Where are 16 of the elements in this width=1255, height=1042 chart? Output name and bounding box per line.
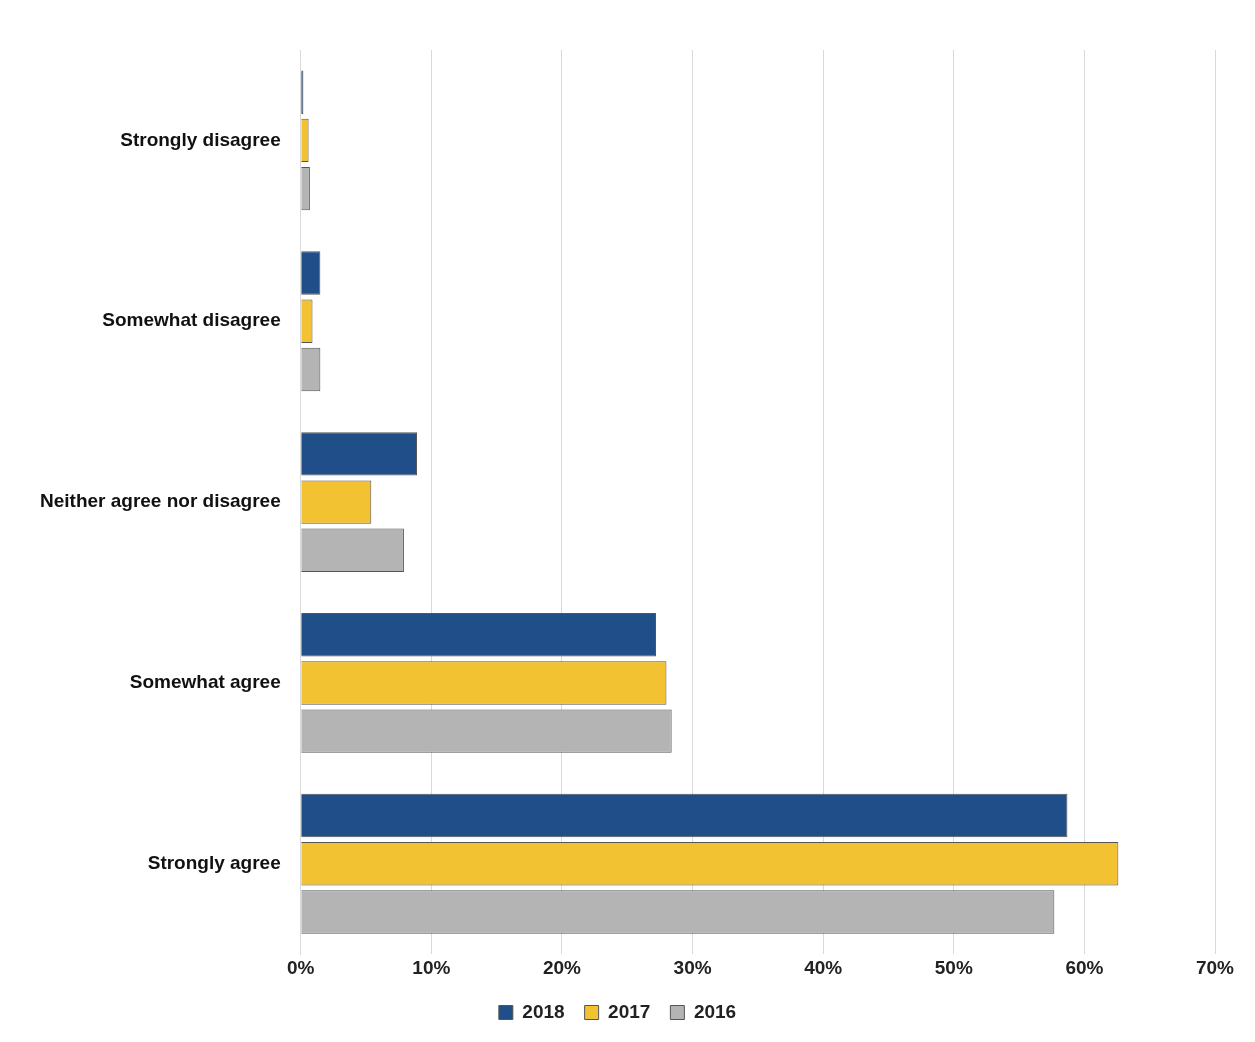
y-tick-label: Neither agree nor disagree bbox=[39, 490, 281, 512]
y-tick-label: Strongly disagree bbox=[120, 128, 281, 150]
y-tick-label: Somewhat agree bbox=[129, 671, 281, 693]
legend-label: 2018 bbox=[522, 1000, 565, 1022]
x-tick-label: 20% bbox=[542, 956, 582, 978]
x-tick-label: 60% bbox=[1065, 956, 1104, 978]
y-tick-label: Somewhat disagree bbox=[102, 309, 281, 331]
x-tick-label: 30% bbox=[673, 956, 712, 978]
x-tick-label: 0% bbox=[287, 956, 315, 978]
legend-label: 2016 bbox=[693, 1000, 737, 1022]
x-tick-label: 10% bbox=[412, 956, 451, 978]
x-tick-label: 50% bbox=[934, 956, 973, 978]
x-tick-label: 70% bbox=[1195, 956, 1235, 978]
y-tick-label: Strongly agree bbox=[147, 852, 281, 874]
x-tick-label: 40% bbox=[804, 956, 843, 978]
legend-label: 2017 bbox=[608, 1000, 651, 1022]
